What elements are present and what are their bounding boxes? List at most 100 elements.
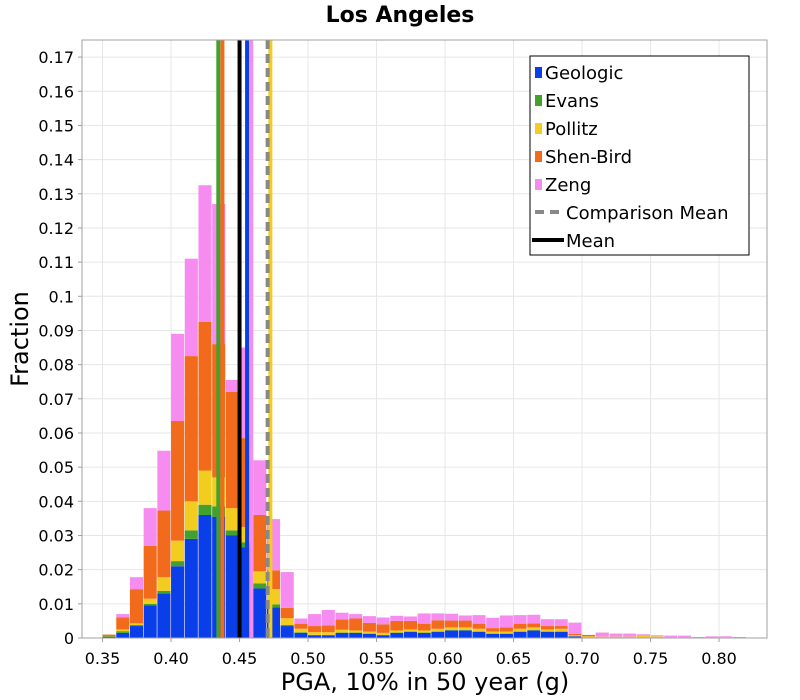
- bar-zeng: [157, 450, 171, 511]
- y-tick-label: 0.08: [38, 356, 74, 375]
- bar-pollitz: [568, 635, 582, 637]
- bar-pollitz: [184, 501, 198, 531]
- bar-pollitz: [376, 632, 390, 635]
- y-tick-label: 0.12: [38, 219, 74, 238]
- bar-shen-bird: [445, 620, 459, 628]
- bar-shen-bird: [499, 627, 513, 632]
- bar-geologic: [499, 633, 513, 638]
- bar-evans: [253, 583, 267, 589]
- bar-shen-bird: [403, 620, 418, 630]
- x-tick-label: 0.55: [359, 649, 395, 668]
- x-tick-label: 0.50: [290, 649, 326, 668]
- bar-evans: [102, 636, 116, 637]
- bar-shen-bird: [417, 623, 431, 631]
- bar-zeng: [171, 333, 185, 422]
- bar-shen-bird: [458, 620, 472, 628]
- bar-shen-bird: [171, 421, 185, 541]
- chart-title: Los Angeles: [326, 3, 475, 28]
- y-tick-label: 0.16: [38, 82, 74, 101]
- bar-pollitz: [664, 636, 678, 638]
- y-tick-label: 0.17: [38, 48, 74, 67]
- x-tick-label: 0.40: [153, 649, 189, 668]
- y-tick-label: 0.01: [38, 595, 74, 614]
- bar-pollitz: [705, 636, 719, 638]
- y-tick-label: 0.15: [38, 116, 74, 135]
- bar-zeng: [609, 633, 623, 637]
- bar-geologic: [403, 631, 418, 638]
- bar-geologic: [513, 631, 527, 638]
- bar-zeng: [623, 633, 637, 637]
- bar-shen-bird: [376, 624, 390, 633]
- bar-shen-bird: [198, 321, 212, 471]
- bar-pollitz: [171, 540, 185, 562]
- bar-pollitz: [677, 636, 692, 638]
- bar-shen-bird: [335, 619, 349, 630]
- bar-shen-bird: [349, 618, 363, 631]
- bar-zeng: [527, 614, 541, 624]
- bar-geologic: [157, 593, 171, 638]
- bar-shen-bird: [280, 607, 294, 619]
- bar-geologic: [362, 633, 376, 638]
- bar-geologic: [143, 605, 157, 638]
- bar-pollitz: [308, 632, 322, 635]
- bar-geologic: [335, 632, 349, 638]
- bar-shen-bird: [294, 623, 308, 629]
- bar-pollitz: [362, 631, 376, 634]
- bar-shen-bird: [308, 626, 322, 633]
- x-tick-label: 0.70: [564, 649, 600, 668]
- bar-geologic: [294, 632, 308, 638]
- bar-geologic: [321, 635, 335, 638]
- bar-shen-bird: [431, 620, 445, 629]
- bar-geologic: [129, 626, 144, 638]
- bar-pollitz: [595, 636, 609, 638]
- bar-zeng: [225, 380, 239, 392]
- bar-zeng: [403, 616, 418, 621]
- bar-pollitz: [472, 628, 486, 632]
- bar-shen-bird: [157, 510, 171, 578]
- bar-evans: [198, 504, 212, 515]
- bar-zeng: [431, 613, 445, 621]
- bar-shen-bird: [362, 622, 376, 632]
- bar-evans: [157, 590, 171, 594]
- legend-label: Evans: [545, 91, 599, 112]
- bar-pollitz: [540, 629, 555, 632]
- legend-label: Comparison Mean: [566, 203, 729, 224]
- bar-pollitz: [527, 627, 541, 631]
- bar-geologic: [280, 626, 294, 638]
- bar-geologic: [171, 566, 185, 638]
- x-tick-label: 0.35: [85, 649, 121, 668]
- x-axis-label: PGA, 10% in 50 year (g): [281, 668, 570, 696]
- bar-pollitz: [554, 628, 568, 632]
- bar-shen-bird: [225, 391, 239, 509]
- bar-pollitz: [623, 636, 637, 638]
- bar-shen-bird: [527, 623, 541, 628]
- bar-pollitz: [499, 631, 513, 634]
- y-tick-label: 0.11: [38, 253, 74, 272]
- legend-swatch: [535, 95, 542, 106]
- bar-geologic: [349, 632, 363, 638]
- bar-evans: [171, 561, 185, 567]
- bar-geologic: [568, 636, 582, 638]
- bar-zeng: [349, 614, 363, 619]
- bar-pollitz: [349, 630, 363, 633]
- bar-geologic: [554, 631, 568, 638]
- bar-pollitz: [636, 635, 650, 638]
- bar-zeng: [390, 615, 404, 621]
- y-tick-label: 0.06: [38, 424, 74, 443]
- x-tick-label: 0.45: [222, 649, 258, 668]
- bar-zeng: [321, 609, 335, 626]
- bar-pollitz: [403, 629, 418, 632]
- bar-evans: [116, 631, 130, 633]
- bar-geologic: [184, 538, 198, 638]
- bar-zeng: [116, 614, 130, 618]
- bar-evans: [184, 530, 198, 539]
- bar-pollitz: [280, 618, 294, 626]
- bar-pollitz: [445, 627, 459, 631]
- bar-geologic: [486, 633, 500, 638]
- bar-shen-bird: [513, 623, 527, 629]
- y-tick-label: 0.14: [38, 151, 74, 170]
- bar-shen-bird: [554, 626, 568, 629]
- bar-zeng: [294, 618, 308, 624]
- bar-geologic: [116, 632, 130, 638]
- bar-geologic: [308, 635, 322, 638]
